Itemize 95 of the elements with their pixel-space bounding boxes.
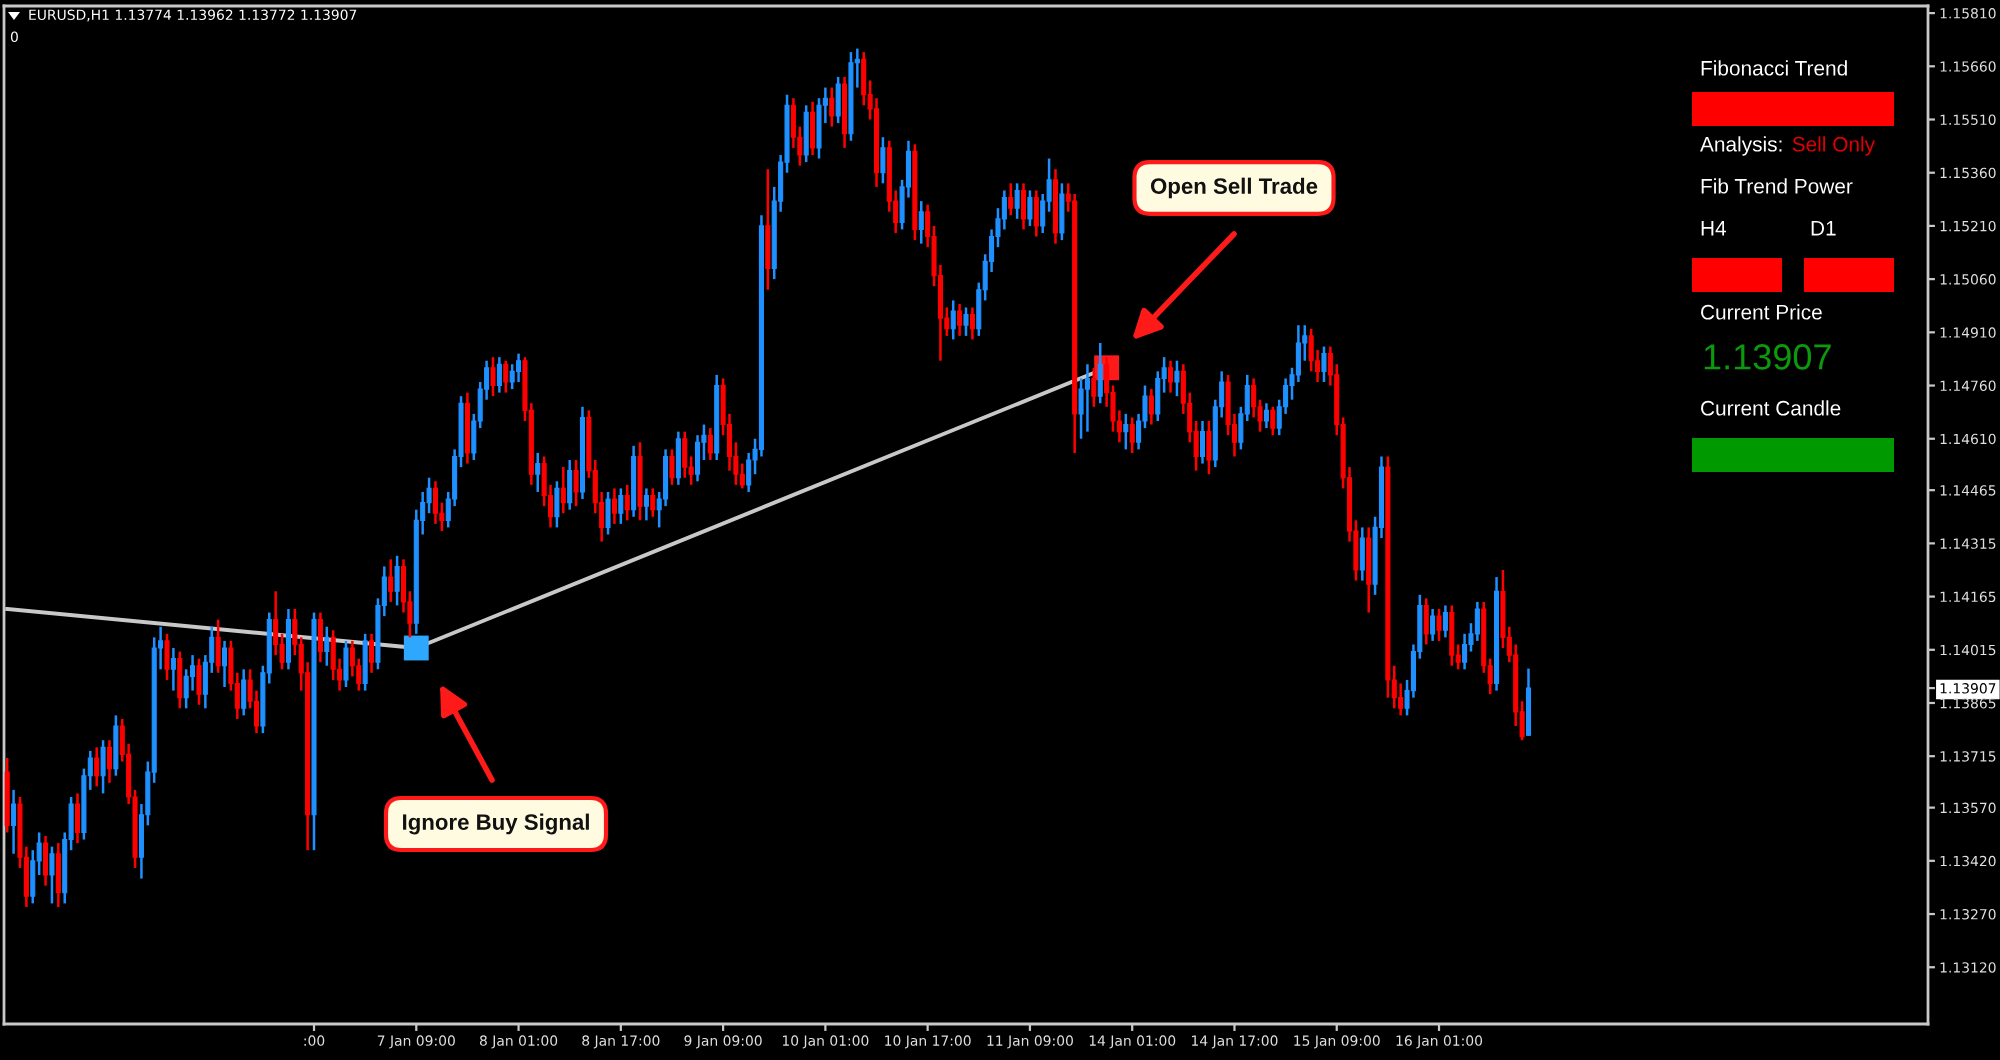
candlestick [1270,405,1276,437]
candlestick [918,199,924,245]
candlestick [1366,526,1372,614]
candlestick [1027,189,1033,228]
candlestick [49,845,55,905]
annotation: Current Candle [1701,400,1841,416]
candlestick [317,611,323,664]
candlestick [880,135,886,185]
annotation: Analysis: [1700,136,1782,156]
candlestick [1129,416,1135,455]
candlestick [196,657,202,707]
candlestick [1430,607,1436,643]
candlestick [682,430,688,480]
candlestick [43,834,49,887]
candlestick [650,487,656,519]
candlestick [1033,189,1039,238]
candlestick [1008,182,1014,217]
candlestick [694,433,701,483]
candlestick [816,96,822,160]
candlestick [516,352,522,384]
candlestick [164,632,170,682]
candlestick [803,104,809,164]
candlestick [215,618,221,675]
candlestick [503,359,509,394]
candlestick [1359,526,1365,582]
candlestick [1423,597,1429,646]
candlestick [94,746,100,788]
candlestick [74,792,81,845]
candlestick [675,430,681,487]
candlestick [560,465,566,515]
candlestick [1174,359,1180,398]
candlestick [100,738,106,795]
candlestick [106,738,113,785]
annotation: Fib Trend Power [1701,178,1853,194]
candlestick [1436,607,1442,643]
annotation: Fibonacci Trend [1701,60,1847,76]
candlestick [1020,182,1027,231]
annotation: Current Price [1701,304,1822,320]
candlestick [618,487,624,526]
candlestick [1442,604,1448,639]
annotation: H4 [1701,221,1727,236]
candlestick [1168,359,1174,394]
candlestick [177,650,183,710]
annotation: 1.13907 [1704,344,1831,370]
candlestick [554,480,560,529]
candlestick [394,554,400,607]
candlestick [957,302,963,338]
candlestick [362,632,368,692]
annotation: Ignore Buy Signal [403,813,589,835]
candlestick [490,355,496,398]
candlestick [1148,387,1154,426]
candlestick [55,841,61,909]
candlestick [765,167,771,292]
annotation: D1 [1811,221,1836,236]
candlestick [643,487,649,522]
candlestick [1206,419,1212,476]
candlestick [1321,345,1327,384]
candlestick [829,86,835,128]
candlestick [950,299,956,341]
candlestick [369,632,375,675]
candlestick [241,668,247,717]
candlestick [624,483,630,522]
candlestick [573,458,579,508]
candlestick [1084,363,1090,433]
candlestick [567,458,573,511]
candlestick [611,487,617,526]
candlestick [496,355,502,394]
candlestick [669,448,675,487]
annotation: Open Sell Trade [1150,177,1318,199]
candlestick [1097,341,1103,405]
candlestick [707,426,713,462]
candlestick [170,646,176,692]
candlestick [835,75,841,125]
candlestick [810,100,816,157]
candlestick [1525,667,1532,738]
candlestick [11,788,17,855]
candlestick [1059,182,1065,242]
annotation: Sell Only [1792,136,1876,156]
candlestick [432,480,438,526]
candlestick [221,639,228,689]
candlestick [535,451,541,494]
candlestick [1199,419,1206,465]
candlestick [1449,604,1455,667]
candlestick [969,306,975,341]
candlestick [1091,366,1097,409]
candlestick [605,490,611,536]
candlestick [1263,402,1269,430]
candlestick [285,607,291,671]
candlestick [324,625,330,667]
candlestick [113,714,119,777]
candlestick [343,639,349,689]
candlestick [963,306,969,338]
candlestick [1123,412,1129,451]
candlestick [1014,182,1020,221]
candlestick [388,558,394,604]
